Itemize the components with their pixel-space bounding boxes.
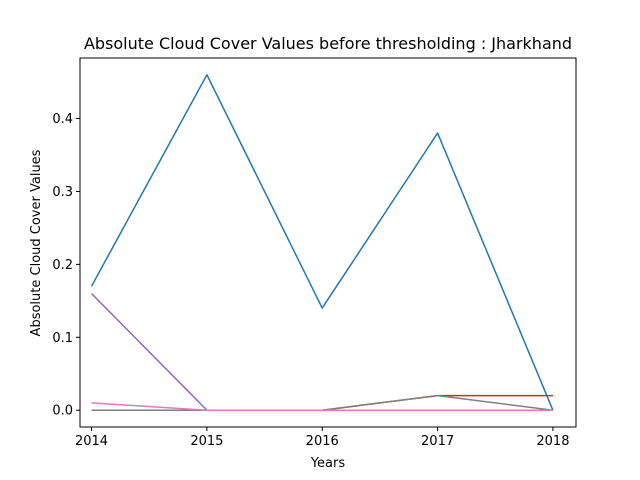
series-line-8 <box>91 402 553 411</box>
series-line-5 <box>90 292 553 411</box>
chart-title: Absolute Cloud Cover Values before thres… <box>84 34 572 53</box>
series-line-1 <box>90 74 554 411</box>
x-axis-label: Years <box>310 456 346 471</box>
axes-frame <box>79 57 577 428</box>
y-tick-label: 0.4 <box>52 112 73 127</box>
y-tick-label: 0.3 <box>52 185 73 200</box>
y-tick-label: 0.1 <box>52 331 73 346</box>
y-tick-label: 0.2 <box>52 258 73 273</box>
x-tick-label: 2016 <box>306 434 339 449</box>
y-axis-label: Absolute Cloud Cover Values <box>29 149 44 336</box>
x-tick-label: 2015 <box>190 434 223 449</box>
plot-area: 2014 2015 2016 2017 2018 0.0 0.1 0.2 0.3 0.4 <box>52 57 577 449</box>
x-tick-label: 2014 <box>75 434 108 449</box>
x-tick-label: 2018 <box>536 434 569 449</box>
x-tick-label: 2017 <box>421 434 454 449</box>
y-tick-label: 0.0 <box>52 404 73 419</box>
